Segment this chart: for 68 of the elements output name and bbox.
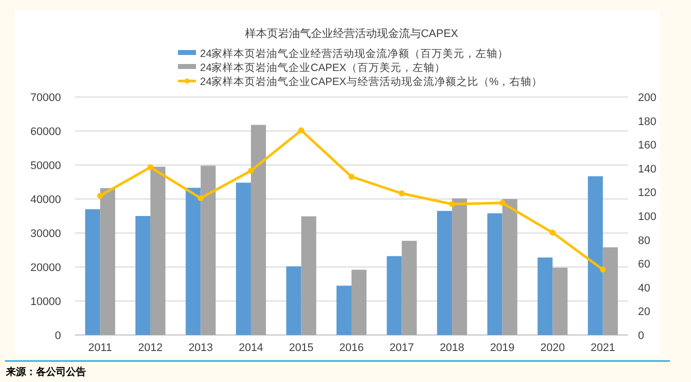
bar (386, 256, 402, 335)
x-tick-label: 2016 (339, 342, 364, 354)
x-tick-label: 2015 (288, 342, 314, 354)
bar (200, 166, 216, 335)
point (97, 192, 104, 199)
chart-title: 样本页岩油气企业经营活动现金流与CAPEX (244, 27, 459, 40)
bar (186, 188, 201, 335)
point (348, 174, 354, 180)
y-tick-label: 20000 (30, 262, 61, 274)
x-tick-label: 2019 (490, 342, 515, 354)
bar (352, 270, 366, 335)
bar (502, 199, 518, 335)
bar (487, 213, 502, 335)
point (550, 230, 556, 236)
x-tick-label: 2020 (540, 342, 565, 354)
y2-tick-label: 20 (638, 306, 650, 318)
y-tick-label: 10000 (30, 296, 61, 308)
y2-tick-label: 140 (638, 163, 656, 176)
bar (250, 124, 266, 335)
y2-tick-label: 0 (638, 330, 644, 342)
bar (100, 188, 116, 335)
y2-tick-label: 160 (638, 140, 656, 152)
x-tick-label: 2014 (238, 342, 264, 354)
point (147, 164, 154, 170)
bar (602, 247, 618, 335)
bar (236, 182, 251, 335)
y2-tick-label: 180 (638, 116, 656, 128)
point (248, 168, 254, 174)
bar (336, 286, 352, 335)
y-tick-label: 60000 (30, 126, 61, 138)
point (298, 127, 304, 134)
bar (538, 257, 553, 335)
bar (286, 266, 302, 335)
x-tick-label: 2021 (590, 342, 616, 354)
y2-tick-label: 80 (638, 234, 650, 247)
bar (588, 176, 603, 335)
bar (301, 216, 316, 335)
y-tick-label: 0 (54, 330, 61, 342)
bar (437, 210, 452, 335)
bar (85, 209, 100, 335)
y2-tick-label: 100 (638, 211, 656, 223)
legend-label: 24家样本页岩油气企业CAPEX（百万美元，左轴） (200, 61, 446, 74)
point (600, 266, 606, 273)
source-note: 来源：各公司公告 (5, 366, 86, 378)
x-tick-label: 2017 (390, 342, 414, 354)
point (449, 201, 456, 208)
y2-tick-label: 60 (638, 258, 650, 271)
x-tick-label: 2012 (138, 342, 163, 354)
y2-tick-label: 120 (638, 187, 656, 200)
y-tick-label: 50000 (30, 160, 61, 172)
point (398, 190, 405, 196)
y2-tick-label: 200 (638, 92, 656, 104)
y-tick-label: 70000 (30, 92, 61, 104)
point (499, 200, 506, 206)
bar (150, 166, 166, 335)
bar (552, 268, 568, 335)
y-tick-label: 30000 (30, 228, 61, 240)
x-tick-label: 2018 (440, 342, 464, 354)
legend-label: 24家样本页岩油气企业CAPEX与经营活动现金流净额之比（%，右轴） (200, 75, 543, 88)
point (198, 195, 204, 202)
x-tick-label: 2013 (188, 342, 213, 354)
y-tick-label: 40000 (30, 194, 61, 206)
bar (135, 216, 150, 335)
bar (452, 198, 468, 335)
bar (402, 240, 417, 335)
legend-label: 24家样本页岩油气企业经营活动现金流净额（百万美元，左轴） (200, 47, 509, 60)
y2-tick-label: 40 (638, 282, 650, 294)
x-tick-label: 2011 (88, 342, 112, 354)
